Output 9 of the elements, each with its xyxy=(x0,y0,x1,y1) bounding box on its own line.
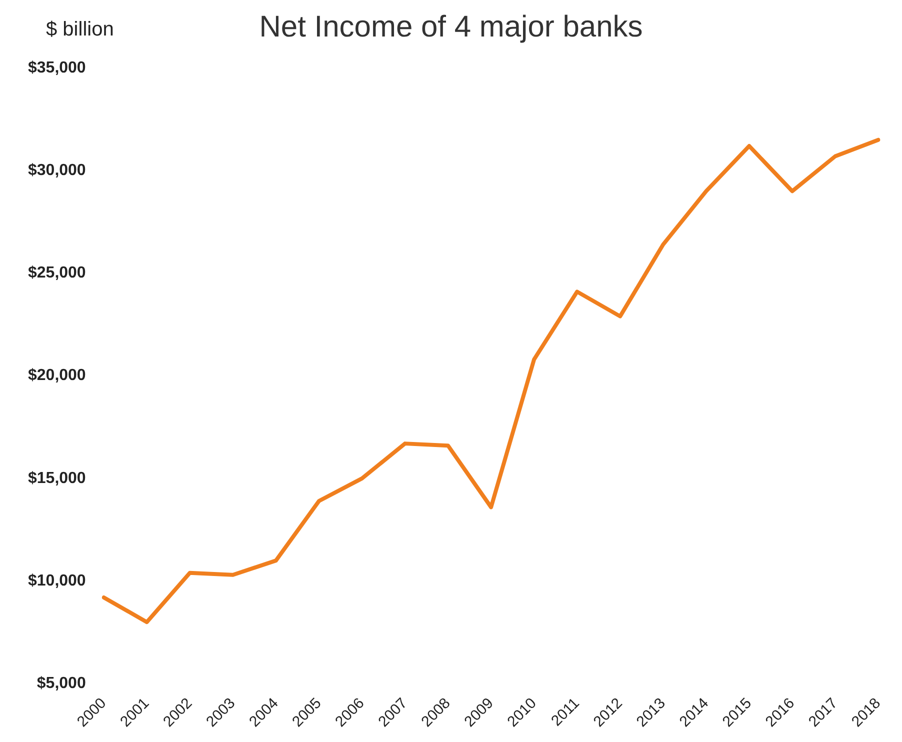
y-tick-label: $5,000 xyxy=(36,675,86,692)
y-tick-label: $10,000 xyxy=(28,572,86,590)
y-tick-label: $15,000 xyxy=(28,470,86,487)
y-axis-title: $ billion xyxy=(46,18,114,41)
chart-title: Net Income of 4 major banks xyxy=(259,10,643,44)
y-tick-label: $35,000 xyxy=(28,59,86,76)
y-tick-label: $20,000 xyxy=(28,367,86,384)
y-tick-label: $30,000 xyxy=(28,162,86,180)
y-tick-label: $25,000 xyxy=(28,264,86,282)
